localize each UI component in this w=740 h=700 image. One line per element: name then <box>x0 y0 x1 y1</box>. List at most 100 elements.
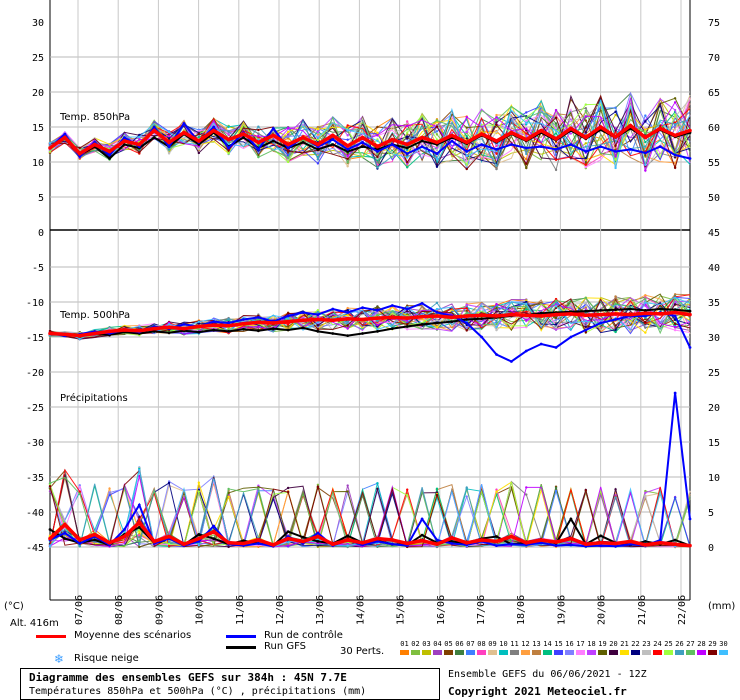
mean-line-point <box>107 541 112 545</box>
ensemble-member-point <box>644 293 647 297</box>
control-legend-label: Run de contrôle <box>264 630 343 641</box>
gfs-run-line-point <box>242 136 245 139</box>
y-tick-left-lower: -30 <box>26 438 44 449</box>
ensemble-member-point <box>614 328 617 331</box>
ensemble-member-point <box>584 109 588 113</box>
ensemble-member-point <box>554 122 558 125</box>
gfs-run-line-point <box>316 148 320 151</box>
ensemble-member-point <box>376 155 379 159</box>
ensemble-member-point <box>376 323 379 327</box>
pert-number: 07 <box>466 640 475 648</box>
gfs-run-line-point <box>301 535 305 539</box>
ensemble-member-point <box>584 331 588 334</box>
altitude-label: Alt. 416m <box>10 618 59 629</box>
pert-number: 01 <box>400 640 409 648</box>
mean-line-point <box>286 536 290 541</box>
control-run-line-point <box>123 136 126 139</box>
ensemble-member-point <box>614 324 617 327</box>
ensemble-member-point <box>406 135 409 138</box>
control-run-line-point <box>63 531 67 535</box>
ensemble-member-point <box>554 316 558 320</box>
mean-line-point <box>330 318 335 323</box>
ensemble-member-point <box>346 484 349 487</box>
ensemble-member-point <box>257 125 260 128</box>
ensemble-member-point <box>227 328 230 331</box>
mean-line-point <box>107 329 112 334</box>
gfs-run-line-point <box>658 307 662 311</box>
mean-line-point <box>673 310 677 315</box>
ensemble-member-point <box>554 112 558 116</box>
gfs-run-line-point <box>361 332 364 335</box>
ensemble-member-point <box>346 306 349 310</box>
ensemble-member-point <box>495 167 498 171</box>
panel-title: Temp. 850hPa <box>59 112 130 123</box>
ensemble-member-point <box>78 492 81 496</box>
mean-line-point <box>345 317 350 321</box>
ensemble-member-point <box>495 116 498 119</box>
ensemble-member-point <box>495 123 498 127</box>
ensemble-member-point <box>316 324 320 327</box>
gfs-run-line-point <box>271 327 275 330</box>
pert-color-swatch <box>411 650 420 655</box>
ensemble-member-point <box>644 320 647 324</box>
control-run-line-point <box>658 538 662 542</box>
control-run-line-point <box>182 323 186 326</box>
ensemble-member-point <box>167 481 171 485</box>
gfs-run-line-point <box>242 539 245 543</box>
ensemble-member-point <box>316 485 320 488</box>
pert-color-swatch <box>400 650 409 655</box>
gfs-run-line-point <box>331 143 335 146</box>
ensemble-member-point <box>376 160 379 164</box>
y-tick-850: 5 <box>38 193 44 204</box>
mean-line-point <box>316 534 320 539</box>
ensemble-member-point <box>525 318 528 322</box>
gfs-run-line-point <box>376 330 379 333</box>
ensemble-member-point <box>257 132 260 135</box>
y-tick-left-lower: -20 <box>26 368 44 379</box>
mean-line-point <box>628 539 633 544</box>
ensemble-member-point <box>435 165 439 169</box>
pert-color-swatch <box>510 650 519 655</box>
mean-legend-label: Moyenne des scénarios <box>74 630 192 641</box>
ensemble-member-point <box>78 337 81 341</box>
mean-line-point <box>167 325 171 330</box>
ensemble-member-point <box>495 121 498 124</box>
mean-line-point <box>494 314 499 318</box>
mean-line-point <box>345 144 350 148</box>
pert-number: 08 <box>477 640 486 648</box>
mean-line-point <box>390 538 395 542</box>
ensemble-member-point <box>614 298 617 302</box>
pert-number: 03 <box>422 640 431 648</box>
ensemble-member-point <box>673 293 677 296</box>
ensemble-member-point <box>167 540 171 544</box>
ensemble-member-point <box>286 130 290 134</box>
ensemble-member-point <box>673 122 677 126</box>
control-run-line-point <box>614 150 617 153</box>
mean-line-point <box>390 137 395 142</box>
ensemble-member-line <box>49 469 691 548</box>
ensemble-member-point <box>257 134 260 138</box>
ensemble-member-point <box>673 161 677 165</box>
mean-line-point <box>182 326 186 331</box>
gfs-run-line-point <box>405 325 409 328</box>
mean-line-point <box>226 324 231 328</box>
control-run-line-point <box>271 126 275 130</box>
pert-number: 27 <box>686 640 695 648</box>
pert-number: 25 <box>664 640 673 648</box>
mean-line-point <box>479 538 484 542</box>
pert-number: 10 <box>499 640 508 648</box>
control-run-line-point <box>629 148 632 151</box>
ensemble-member-point <box>197 481 201 484</box>
ensemble-member-point <box>584 106 588 110</box>
mean-line-point <box>48 146 52 150</box>
mean-line-point <box>182 542 186 546</box>
ensemble-member-point <box>525 305 528 308</box>
x-tick-label: 13/06 <box>315 595 326 625</box>
y-tick-right-lower: 30 <box>708 333 720 344</box>
ensemble-member-point <box>406 128 409 131</box>
ensemble-member-point <box>138 325 141 328</box>
ensemble-member-point <box>525 142 528 145</box>
control-run-line-point <box>212 320 216 323</box>
mean-line-point <box>494 539 499 544</box>
mean-line-point <box>48 331 52 336</box>
